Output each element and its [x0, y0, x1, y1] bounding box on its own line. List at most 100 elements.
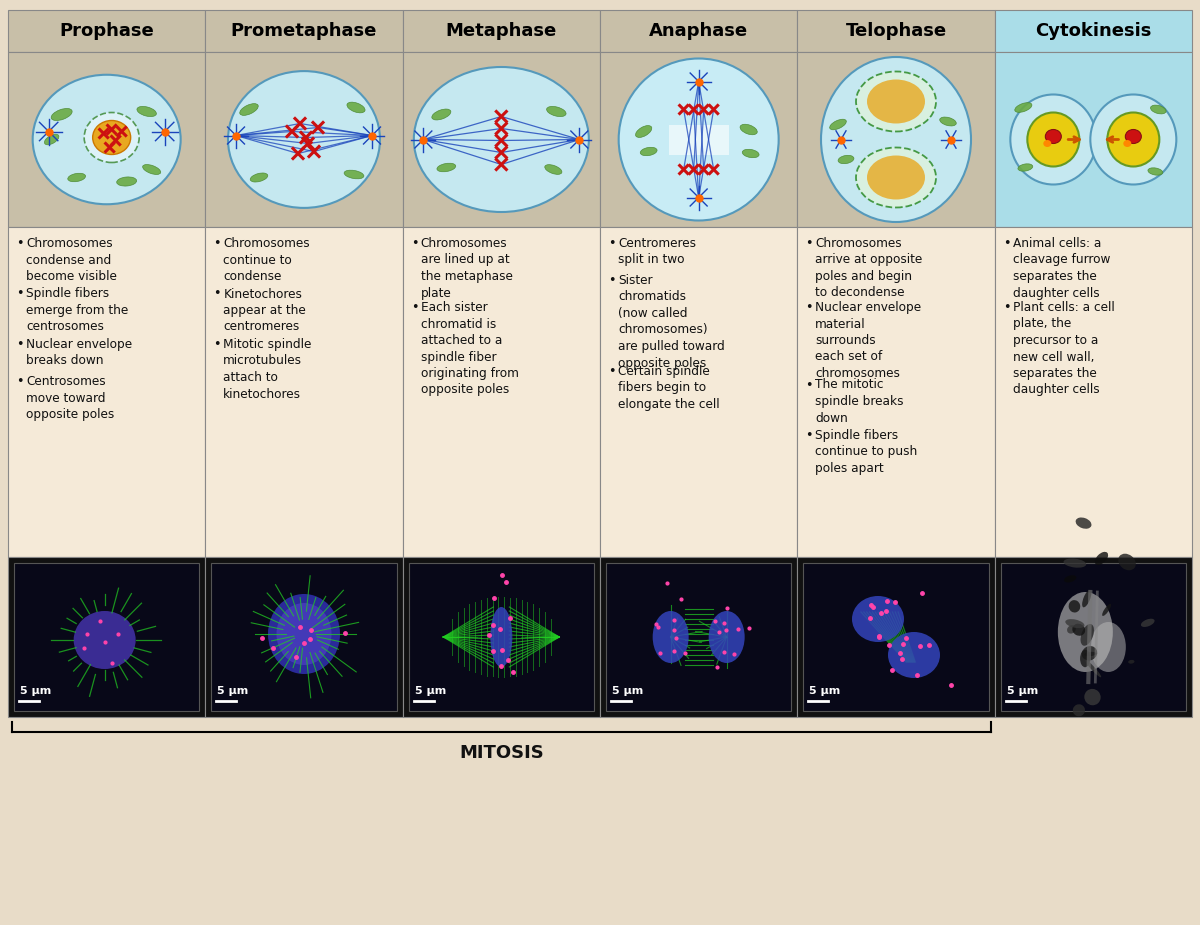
Ellipse shape	[92, 120, 131, 154]
Ellipse shape	[1085, 689, 1100, 705]
Ellipse shape	[1064, 575, 1076, 583]
Ellipse shape	[67, 173, 85, 181]
Bar	[995, 10, 1192, 52]
Text: MITOSIS: MITOSIS	[458, 744, 544, 762]
Ellipse shape	[838, 155, 854, 164]
Text: Metaphase: Metaphase	[445, 22, 557, 40]
Bar	[995, 557, 1192, 717]
Ellipse shape	[1091, 622, 1126, 672]
Bar	[8, 52, 205, 227]
Text: Sister
chromatids
(now called
chromosomes)
are pulled toward
opposite poles: Sister chromatids (now called chromosome…	[618, 274, 725, 369]
Text: •: •	[608, 274, 616, 287]
Text: •: •	[1003, 237, 1010, 250]
Text: •: •	[608, 237, 616, 250]
Text: 5 μm: 5 μm	[20, 686, 52, 696]
Ellipse shape	[73, 611, 136, 669]
Ellipse shape	[1073, 704, 1085, 716]
Ellipse shape	[866, 80, 925, 124]
Ellipse shape	[1027, 113, 1079, 166]
Ellipse shape	[414, 67, 589, 212]
Ellipse shape	[137, 106, 156, 117]
Bar	[606, 563, 791, 711]
Ellipse shape	[251, 173, 268, 182]
Ellipse shape	[740, 124, 757, 135]
Bar	[668, 125, 728, 154]
Ellipse shape	[1010, 94, 1097, 184]
Text: Telophase: Telophase	[846, 22, 947, 40]
Ellipse shape	[1063, 559, 1086, 568]
Ellipse shape	[1126, 130, 1141, 143]
Ellipse shape	[1091, 94, 1176, 184]
Bar	[1001, 563, 1186, 711]
Text: Centromeres
split in two: Centromeres split in two	[618, 237, 696, 266]
Ellipse shape	[437, 163, 456, 172]
Ellipse shape	[636, 126, 652, 138]
Text: Chromosomes
arrive at opposite
poles and begin
to decondense: Chromosomes arrive at opposite poles and…	[815, 237, 923, 300]
Ellipse shape	[1141, 619, 1154, 627]
Text: •: •	[16, 338, 24, 351]
Text: Chromosomes
condense and
become visible: Chromosomes condense and become visible	[26, 237, 116, 283]
Ellipse shape	[268, 594, 340, 674]
Ellipse shape	[1058, 592, 1112, 672]
Ellipse shape	[276, 603, 331, 665]
Ellipse shape	[709, 611, 745, 663]
Ellipse shape	[347, 102, 365, 113]
Ellipse shape	[344, 170, 364, 179]
Bar	[995, 52, 1192, 227]
Text: The mitotic
spindle breaks
down: The mitotic spindle breaks down	[815, 378, 904, 425]
Ellipse shape	[866, 155, 925, 200]
Ellipse shape	[1128, 660, 1134, 663]
Text: Mitotic spindle
microtubules
attach to
kinetochores: Mitotic spindle microtubules attach to k…	[223, 338, 312, 401]
Ellipse shape	[1148, 167, 1163, 175]
Ellipse shape	[1043, 140, 1051, 147]
Text: •: •	[214, 237, 221, 250]
Bar	[8, 227, 205, 557]
Bar	[600, 10, 797, 52]
Ellipse shape	[1081, 646, 1097, 660]
Bar	[600, 227, 797, 557]
Ellipse shape	[743, 149, 760, 157]
Bar	[8, 10, 205, 52]
Ellipse shape	[653, 611, 689, 663]
Ellipse shape	[545, 165, 562, 174]
Text: Centrosomes
move toward
opposite poles: Centrosomes move toward opposite poles	[26, 375, 114, 421]
Ellipse shape	[940, 117, 956, 126]
Bar	[797, 52, 995, 227]
Text: Spindle fibers
continue to push
poles apart: Spindle fibers continue to push poles ap…	[815, 429, 918, 475]
Bar	[211, 563, 397, 711]
Bar	[797, 227, 995, 557]
Ellipse shape	[1108, 113, 1159, 166]
Ellipse shape	[116, 177, 137, 186]
Bar	[803, 563, 989, 711]
Ellipse shape	[1080, 624, 1094, 646]
Bar	[797, 10, 995, 52]
Ellipse shape	[52, 108, 72, 120]
Text: 5 μm: 5 μm	[809, 686, 840, 696]
Text: •: •	[805, 301, 812, 314]
Text: Nuclear envelope
material
surrounds
each set of
chromosomes: Nuclear envelope material surrounds each…	[815, 301, 922, 380]
Text: Cytokinesis: Cytokinesis	[1036, 22, 1152, 40]
Ellipse shape	[821, 57, 971, 222]
Bar	[995, 227, 1192, 557]
Text: Anaphase: Anaphase	[649, 22, 749, 40]
Ellipse shape	[84, 113, 139, 163]
Ellipse shape	[432, 109, 451, 120]
Ellipse shape	[1075, 517, 1092, 529]
Ellipse shape	[1073, 623, 1085, 635]
Text: •: •	[16, 375, 24, 388]
Ellipse shape	[228, 71, 380, 208]
Text: •: •	[214, 288, 221, 301]
Ellipse shape	[1069, 600, 1080, 612]
Ellipse shape	[143, 165, 161, 175]
Ellipse shape	[44, 134, 59, 145]
Ellipse shape	[547, 106, 566, 117]
Ellipse shape	[1018, 164, 1033, 171]
Ellipse shape	[491, 607, 512, 667]
Text: •: •	[16, 237, 24, 250]
Text: •: •	[214, 338, 221, 351]
Bar	[403, 52, 600, 227]
Ellipse shape	[1082, 590, 1092, 608]
Ellipse shape	[1094, 552, 1108, 565]
Ellipse shape	[1080, 649, 1091, 667]
Ellipse shape	[888, 632, 940, 678]
